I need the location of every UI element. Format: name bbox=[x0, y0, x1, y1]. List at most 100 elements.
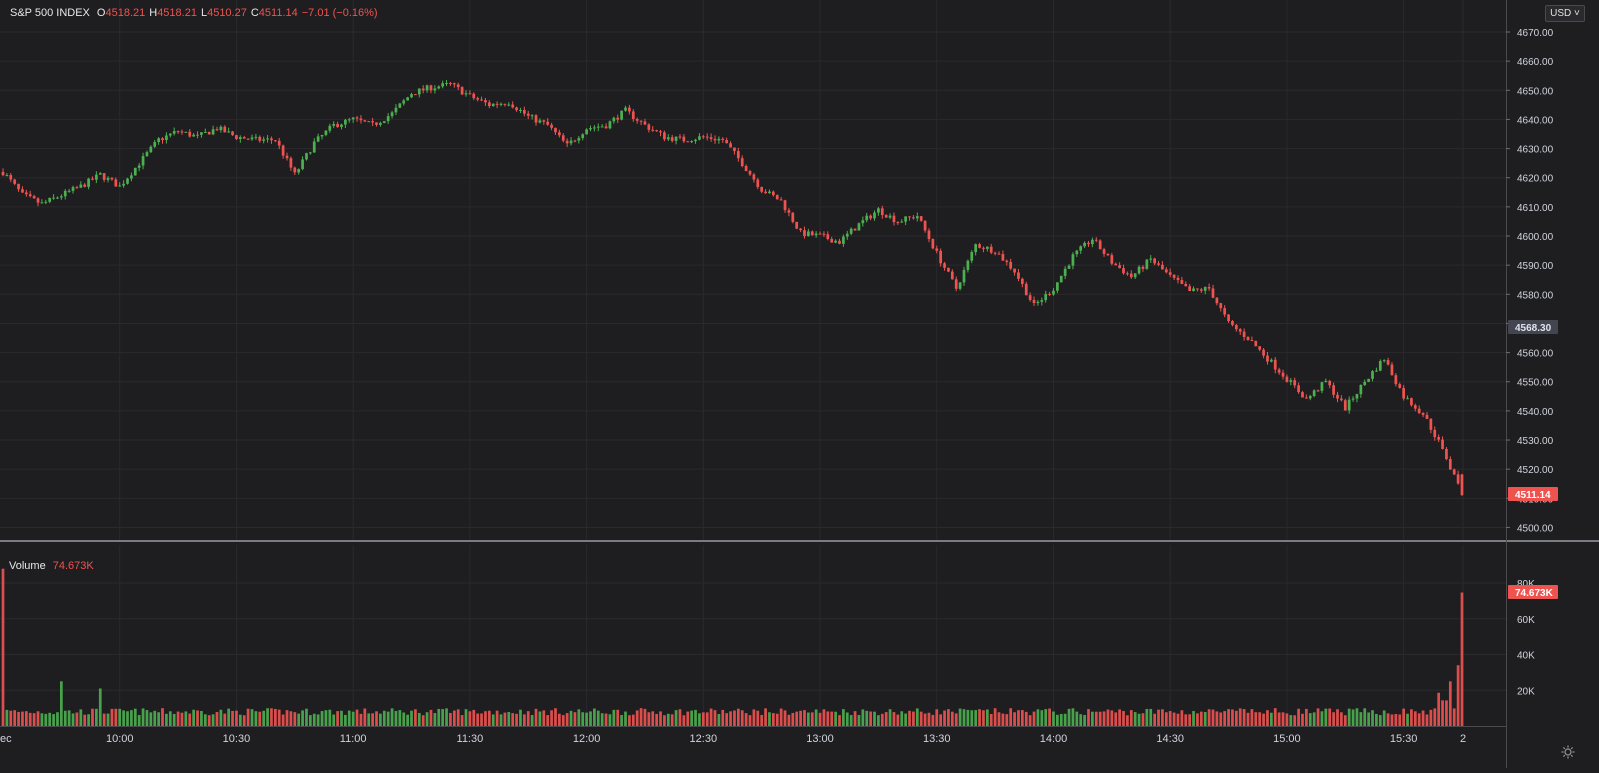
candle bbox=[1087, 240, 1090, 247]
volume-bar bbox=[235, 710, 238, 726]
candle bbox=[1106, 253, 1110, 256]
candle bbox=[40, 199, 44, 204]
candle-body bbox=[1020, 278, 1024, 284]
candle bbox=[1433, 426, 1437, 441]
volume-bar bbox=[410, 710, 413, 726]
gear-icon[interactable] bbox=[1561, 745, 1575, 759]
volume-bar bbox=[133, 708, 137, 726]
candle-body bbox=[1071, 254, 1075, 266]
candle bbox=[172, 127, 176, 136]
volume-bar bbox=[744, 713, 748, 726]
candle-body bbox=[896, 222, 900, 224]
volume-bar bbox=[1149, 708, 1153, 726]
candle bbox=[1056, 282, 1059, 294]
candle-body bbox=[1347, 399, 1351, 411]
volume-bar bbox=[406, 714, 409, 726]
volume-bar bbox=[538, 711, 542, 726]
volume-bar bbox=[733, 710, 736, 726]
candle-body bbox=[1188, 286, 1192, 292]
volume-bar bbox=[503, 712, 507, 726]
candle bbox=[1441, 436, 1444, 450]
candle-body bbox=[17, 183, 20, 190]
candle-body bbox=[433, 88, 437, 91]
volume-tick-label: 60K bbox=[1517, 615, 1535, 626]
candle bbox=[235, 134, 238, 141]
volume-bar bbox=[1375, 713, 1378, 726]
volume-legend: Volume 74.673K bbox=[9, 560, 94, 572]
volume-bar bbox=[328, 709, 332, 726]
candle bbox=[1343, 398, 1347, 411]
candle bbox=[305, 152, 308, 161]
candle-body bbox=[904, 216, 907, 222]
volume-bar bbox=[1351, 709, 1355, 726]
time-tick-label: 11:00 bbox=[340, 733, 367, 745]
candle bbox=[694, 138, 697, 144]
candle-body bbox=[207, 131, 211, 135]
close-value: 4511.14 bbox=[258, 7, 298, 19]
candle-body bbox=[98, 173, 102, 175]
candle-body bbox=[359, 118, 363, 121]
candle-body bbox=[227, 131, 231, 133]
candle-body bbox=[355, 117, 359, 119]
candle-body bbox=[464, 93, 468, 95]
candle bbox=[180, 129, 184, 135]
volume-bar bbox=[137, 715, 141, 726]
candle bbox=[624, 105, 627, 112]
candle bbox=[538, 118, 542, 124]
candle bbox=[351, 117, 355, 123]
candle bbox=[13, 178, 17, 186]
candle bbox=[394, 104, 398, 116]
candle-body bbox=[1371, 371, 1374, 379]
candle bbox=[666, 134, 670, 141]
symbol-name[interactable]: S&P 500 INDEX bbox=[10, 7, 90, 19]
candle bbox=[639, 120, 643, 126]
candle-body bbox=[1087, 242, 1090, 245]
candle bbox=[262, 136, 266, 144]
candle-body bbox=[799, 228, 802, 231]
candle bbox=[417, 88, 421, 98]
candle-body bbox=[398, 103, 402, 108]
volume-bar bbox=[612, 709, 616, 726]
candle bbox=[810, 230, 814, 236]
candle-body bbox=[1118, 265, 1121, 269]
candle bbox=[935, 245, 939, 254]
volume-tick-label: 20K bbox=[1517, 686, 1535, 697]
candle-body bbox=[1145, 259, 1149, 269]
volume-bar bbox=[674, 710, 678, 726]
volume-bar bbox=[262, 710, 266, 726]
candle-body bbox=[1456, 474, 1460, 484]
candle-body bbox=[717, 138, 721, 141]
candle-body bbox=[480, 99, 483, 101]
volume-bar bbox=[141, 708, 145, 726]
candle bbox=[1172, 274, 1176, 281]
candle bbox=[476, 96, 480, 102]
candle-body bbox=[165, 135, 168, 141]
candle bbox=[231, 130, 234, 136]
volume-bar bbox=[211, 714, 215, 726]
candle bbox=[795, 221, 799, 230]
candle-body bbox=[305, 153, 308, 160]
volume-bar bbox=[546, 715, 550, 726]
volume-bar bbox=[161, 708, 164, 726]
candle bbox=[1223, 305, 1227, 318]
volume-bar bbox=[818, 712, 822, 726]
candle bbox=[631, 109, 635, 122]
candle bbox=[950, 269, 954, 280]
candle-body bbox=[414, 94, 417, 96]
candle bbox=[807, 228, 810, 237]
candle bbox=[1316, 389, 1320, 392]
candle bbox=[67, 188, 71, 193]
candle-body bbox=[628, 107, 631, 112]
price-tick-label: 4640.00 bbox=[1517, 115, 1554, 126]
volume-bar bbox=[301, 710, 304, 726]
volume-bar bbox=[417, 712, 421, 726]
candle bbox=[309, 151, 312, 155]
volume-bar bbox=[1277, 712, 1281, 726]
candle-body bbox=[238, 137, 242, 140]
volume-bar bbox=[585, 712, 588, 726]
candle bbox=[250, 134, 254, 141]
currency-dropdown[interactable]: USD ˅ bbox=[1545, 5, 1585, 22]
candle bbox=[686, 140, 690, 143]
volume-label[interactable]: Volume bbox=[9, 560, 46, 572]
